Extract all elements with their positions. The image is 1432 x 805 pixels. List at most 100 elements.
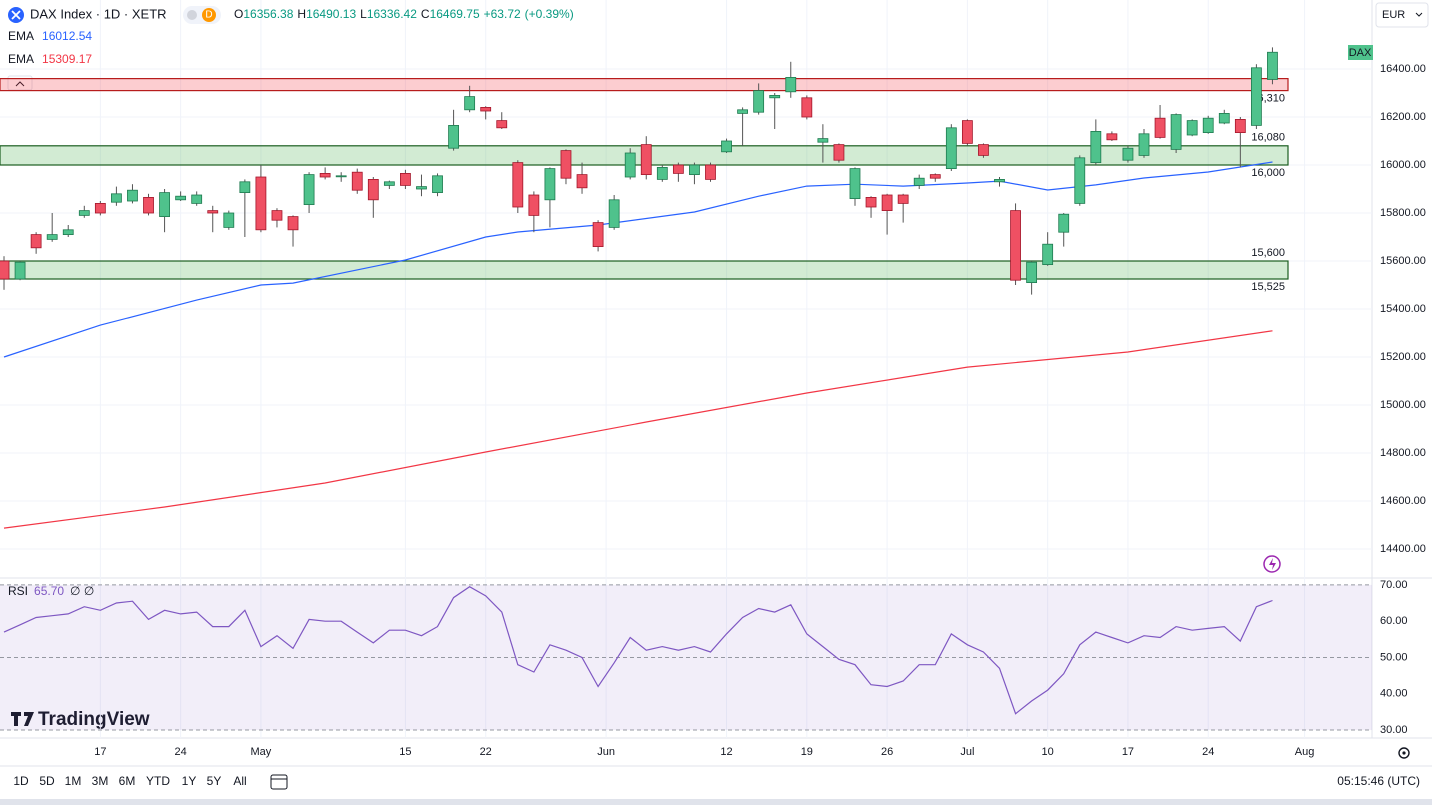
rsi-tick-label: 50.00 (1380, 651, 1408, 663)
range-button[interactable]: 1D (13, 774, 29, 788)
candle-body (672, 164, 684, 174)
chart-title: DAX Index · 1D · XETR (30, 6, 167, 21)
change: +63.72 (484, 7, 521, 21)
candle-body (1267, 51, 1278, 80)
range-button[interactable]: 1M (65, 774, 82, 788)
candle-body (865, 197, 877, 208)
badge-text: D (205, 10, 212, 21)
range-button[interactable]: 5Y (207, 774, 222, 788)
x-tick-label: 22 (480, 746, 492, 758)
candle-body (833, 144, 845, 161)
rsi-extra: ∅ ∅ (70, 584, 94, 598)
x-tick-label: Jul (960, 746, 974, 758)
candle-body (287, 216, 299, 231)
rsi-legend: RSI 65.70 ∅ ∅ (8, 584, 94, 598)
candle-body (978, 144, 989, 156)
bottom-edge (0, 799, 1432, 805)
candle-body (480, 107, 492, 112)
x-tick-label: 19 (801, 746, 813, 758)
candle-body (335, 175, 347, 178)
range-button[interactable]: 3M (92, 774, 109, 788)
rsi-value: 65.70 (34, 584, 64, 598)
candle-body (1138, 133, 1150, 156)
x-tick-label: Jun (597, 746, 615, 758)
candle-body (689, 164, 700, 176)
candle-body (191, 194, 203, 204)
candle-body (143, 197, 154, 214)
x-tick-label: 12 (720, 746, 732, 758)
settings-icon[interactable] (1398, 747, 1410, 759)
rsi-tick-label: 70.00 (1380, 579, 1408, 591)
collapse-button[interactable] (7, 75, 33, 91)
candle-body (416, 186, 427, 190)
range-button[interactable]: 1Y (182, 774, 197, 788)
candle-body (78, 210, 90, 216)
x-tick-label: 24 (1202, 746, 1214, 758)
candle-body (255, 176, 267, 231)
candle-body (127, 189, 138, 202)
badge-dot (187, 10, 197, 20)
x-tick-label: 15 (399, 746, 411, 758)
candle-body (721, 140, 732, 153)
zone (0, 78, 1289, 92)
candle-body (383, 181, 395, 186)
range-button[interactable]: 6M (119, 774, 136, 788)
range-button[interactable]: All (233, 774, 246, 788)
candle-body (801, 97, 813, 118)
collapse-icon (15, 81, 25, 87)
candle-body (94, 203, 106, 214)
candle-body (351, 171, 363, 191)
clock: 05:15:46 (UTC) (1337, 774, 1420, 788)
line-series (3, 585, 1273, 715)
range-button[interactable]: YTD (146, 774, 170, 788)
candle-body (817, 138, 829, 143)
candle-body (1218, 113, 1230, 124)
ohlc-letter: C (421, 7, 430, 21)
candle-body (175, 195, 187, 201)
candle-body (1170, 114, 1182, 150)
currency-button[interactable] (1375, 2, 1429, 28)
candle-body (1154, 117, 1166, 138)
candle-body (432, 175, 443, 194)
change-pct: (+0.39%) (525, 7, 574, 21)
badge-circle (202, 8, 216, 22)
x-tick-label: 26 (881, 746, 893, 758)
candle-body (961, 120, 973, 144)
rsi-name: RSI (8, 584, 28, 598)
candle-body (1058, 213, 1070, 233)
candle-body (994, 179, 1005, 183)
logo-mark (11, 712, 34, 726)
ohlc-value: 16469.75 (430, 7, 480, 21)
candle-body (512, 162, 524, 208)
ohlc-value: 16490.13 (306, 7, 356, 21)
y-tick-label: 14800.00 (1380, 447, 1426, 459)
x-tick-label: 17 (94, 746, 106, 758)
candle-body (223, 212, 235, 228)
candle-body (62, 229, 74, 236)
candle-body (576, 174, 588, 189)
candle-body (239, 181, 251, 194)
candle-body (1074, 157, 1086, 204)
candle-body (1090, 131, 1102, 164)
ema-name: EMA (8, 29, 34, 43)
ohlc-letter: H (297, 7, 306, 21)
ema-legend: EMA 16012.54 (8, 29, 92, 43)
candle-body (464, 96, 476, 111)
zone (0, 260, 1289, 280)
candle-body (785, 77, 797, 93)
candle-body (1010, 210, 1021, 281)
candle-body (1250, 67, 1262, 126)
candle-body (1234, 119, 1246, 134)
calendar-icon[interactable] (270, 774, 288, 790)
y-tick-label: 14600.00 (1380, 495, 1426, 507)
candle-body (544, 168, 556, 201)
candle-body (849, 168, 861, 200)
candle-body (1106, 133, 1118, 141)
range-button[interactable]: 5D (39, 774, 55, 788)
candle-body (897, 194, 909, 204)
y-tick-label: 16400.00 (1380, 63, 1426, 75)
alert-icon[interactable] (1263, 555, 1281, 573)
currency: EUR (1382, 9, 1405, 21)
line-series (3, 330, 1273, 529)
candle-body (319, 173, 331, 178)
